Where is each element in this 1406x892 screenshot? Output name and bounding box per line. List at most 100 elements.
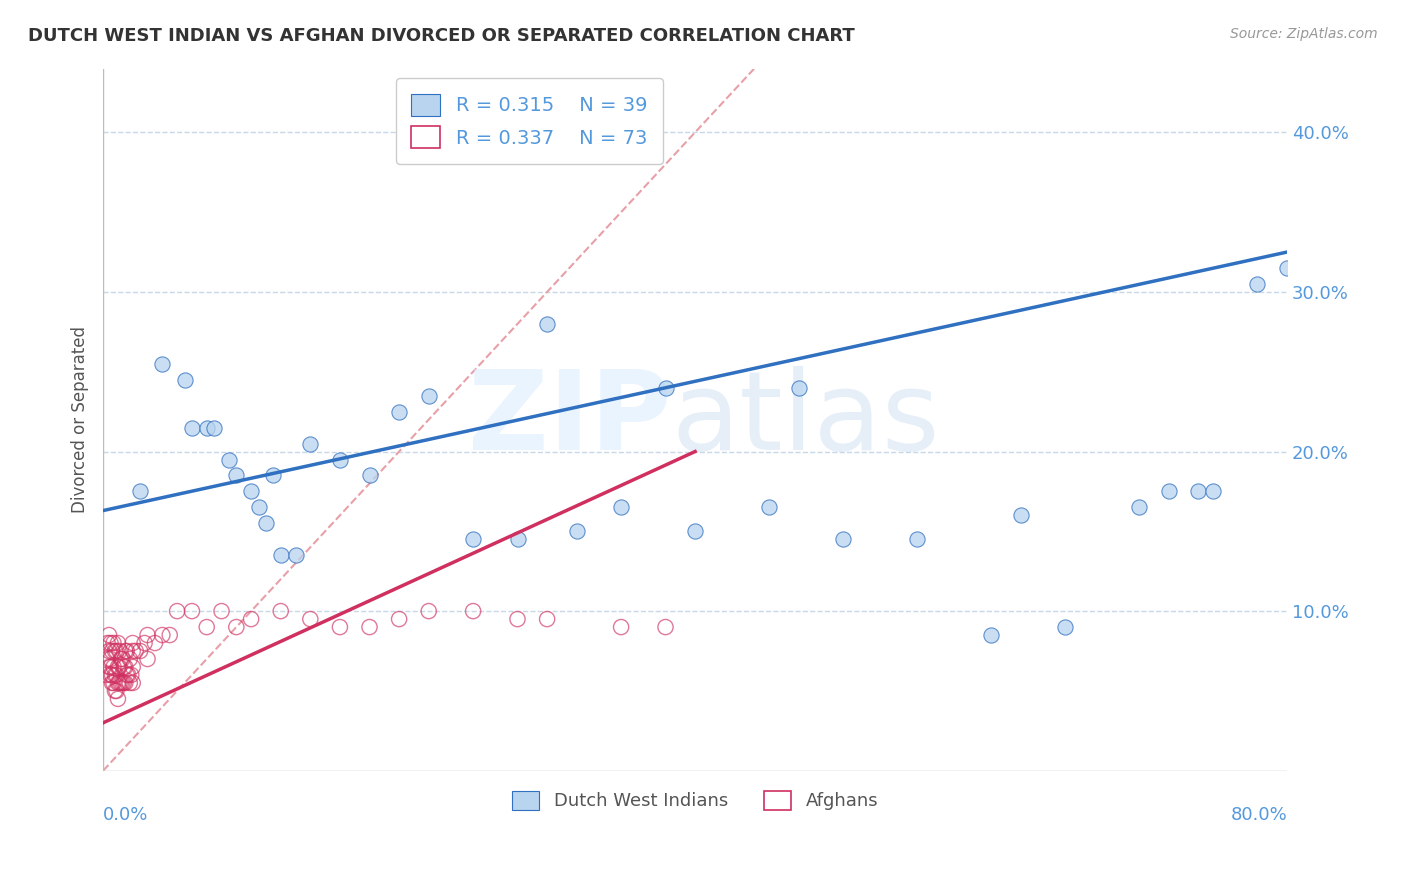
- Point: [181, 604, 204, 618]
- Point: [107, 636, 129, 650]
- Point: [654, 381, 676, 395]
- Point: [125, 644, 148, 658]
- Point: [905, 533, 928, 547]
- Point: [94, 668, 117, 682]
- Point: [121, 636, 143, 650]
- Point: [112, 660, 135, 674]
- Point: [117, 668, 139, 682]
- Point: [262, 468, 284, 483]
- Point: [225, 468, 247, 483]
- Point: [111, 676, 134, 690]
- Point: [105, 668, 128, 682]
- Y-axis label: Divorced or Separated: Divorced or Separated: [72, 326, 89, 513]
- Point: [418, 604, 440, 618]
- Point: [103, 676, 125, 690]
- Point: [218, 452, 240, 467]
- Point: [329, 620, 352, 634]
- Point: [98, 628, 121, 642]
- Point: [121, 660, 143, 674]
- Point: [98, 660, 121, 674]
- Point: [610, 620, 633, 634]
- Point: [150, 628, 173, 642]
- Point: [107, 691, 129, 706]
- Point: [110, 676, 132, 690]
- Point: [159, 628, 181, 642]
- Point: [329, 452, 352, 467]
- Point: [758, 500, 780, 515]
- Text: Source: ZipAtlas.com: Source: ZipAtlas.com: [1230, 27, 1378, 41]
- Point: [110, 652, 132, 666]
- Point: [506, 533, 529, 547]
- Point: [100, 652, 122, 666]
- Point: [97, 636, 120, 650]
- Point: [114, 660, 136, 674]
- Point: [134, 636, 156, 650]
- Text: DUTCH WEST INDIAN VS AFGHAN DIVORCED OR SEPARATED CORRELATION CHART: DUTCH WEST INDIAN VS AFGHAN DIVORCED OR …: [28, 27, 855, 45]
- Point: [418, 389, 440, 403]
- Point: [121, 644, 143, 658]
- Point: [108, 644, 131, 658]
- Point: [787, 381, 810, 395]
- Point: [654, 620, 676, 634]
- Point: [195, 420, 218, 434]
- Point: [103, 636, 125, 650]
- Point: [105, 684, 128, 698]
- Point: [359, 620, 381, 634]
- Point: [121, 676, 143, 690]
- Point: [565, 524, 588, 539]
- Point: [108, 660, 131, 674]
- Point: [112, 676, 135, 690]
- Point: [114, 644, 136, 658]
- Point: [240, 612, 263, 626]
- Text: ZIP: ZIP: [468, 366, 672, 473]
- Point: [103, 660, 125, 674]
- Point: [1187, 484, 1209, 499]
- Point: [225, 620, 247, 634]
- Point: [1128, 500, 1150, 515]
- Point: [1157, 484, 1180, 499]
- Point: [111, 652, 134, 666]
- Point: [1010, 508, 1032, 523]
- Text: 0.0%: 0.0%: [103, 805, 149, 824]
- Point: [270, 548, 292, 562]
- Point: [107, 676, 129, 690]
- Point: [388, 404, 411, 418]
- Point: [143, 636, 166, 650]
- Point: [104, 644, 127, 658]
- Point: [101, 676, 124, 690]
- Point: [1054, 620, 1077, 634]
- Point: [118, 652, 141, 666]
- Point: [97, 652, 120, 666]
- Point: [136, 652, 159, 666]
- Point: [100, 636, 122, 650]
- Point: [118, 676, 141, 690]
- Point: [240, 484, 263, 499]
- Point: [610, 500, 633, 515]
- Point: [100, 668, 122, 682]
- Point: [115, 668, 138, 682]
- Point: [104, 668, 127, 682]
- Point: [173, 373, 195, 387]
- Point: [101, 668, 124, 682]
- Point: [388, 612, 411, 626]
- Point: [108, 676, 131, 690]
- Point: [536, 612, 558, 626]
- Point: [136, 628, 159, 642]
- Point: [359, 468, 381, 483]
- Point: [299, 612, 322, 626]
- Point: [104, 684, 127, 698]
- Point: [129, 484, 152, 499]
- Point: [1246, 277, 1268, 291]
- Point: [683, 524, 706, 539]
- Legend: Dutch West Indians, Afghans: Dutch West Indians, Afghans: [498, 777, 893, 825]
- Point: [129, 644, 152, 658]
- Point: [284, 548, 307, 562]
- Point: [211, 604, 233, 618]
- Point: [115, 644, 138, 658]
- Point: [536, 317, 558, 331]
- Point: [181, 420, 204, 434]
- Point: [166, 604, 188, 618]
- Point: [107, 660, 129, 674]
- Point: [461, 533, 484, 547]
- Point: [247, 500, 270, 515]
